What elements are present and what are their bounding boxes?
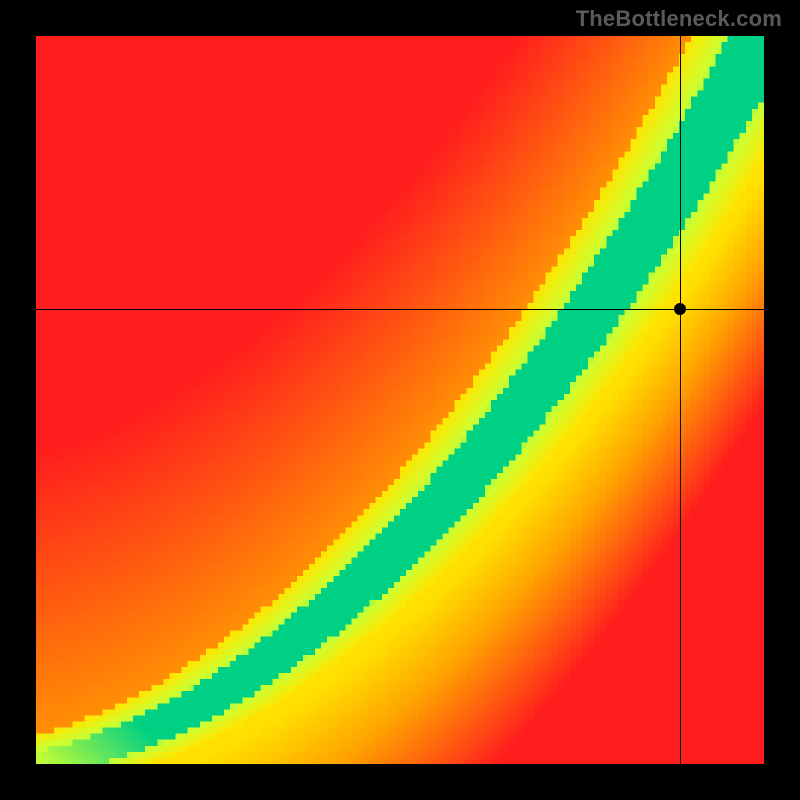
crosshair-horizontal-line [36, 309, 764, 310]
heatmap-plot-area [36, 36, 764, 764]
crosshair-vertical-line [680, 36, 681, 764]
bottleneck-heatmap-canvas [36, 36, 764, 764]
watermark-text: TheBottleneck.com [576, 6, 782, 32]
crosshair-intersection-marker [674, 303, 686, 315]
